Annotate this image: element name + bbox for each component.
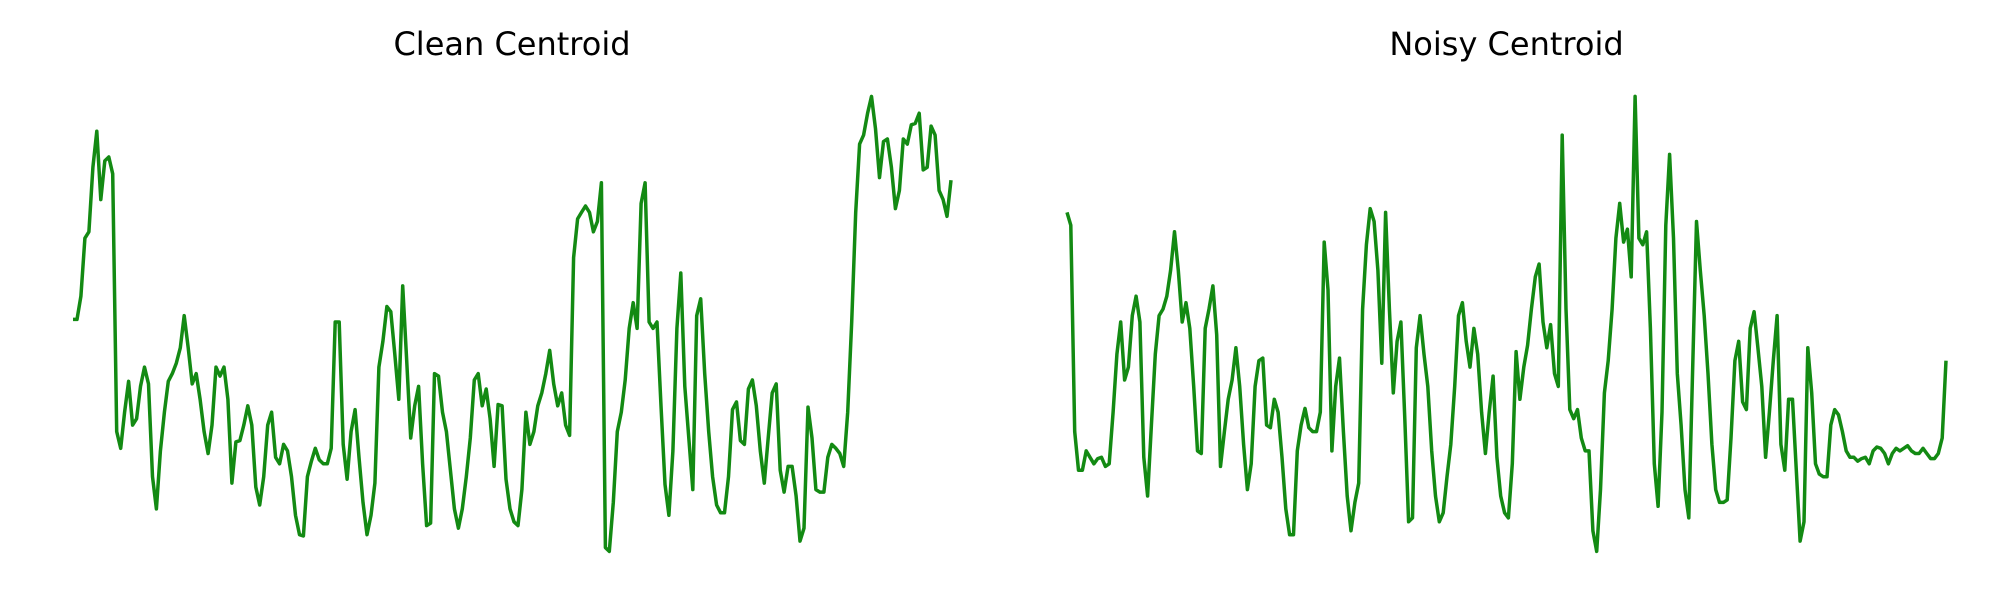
chart-title: Clean Centroid: [393, 25, 630, 63]
line: [1065, 94, 1948, 554]
line: [73, 94, 953, 554]
chart-title: Noisy Centroid: [1389, 25, 1623, 63]
